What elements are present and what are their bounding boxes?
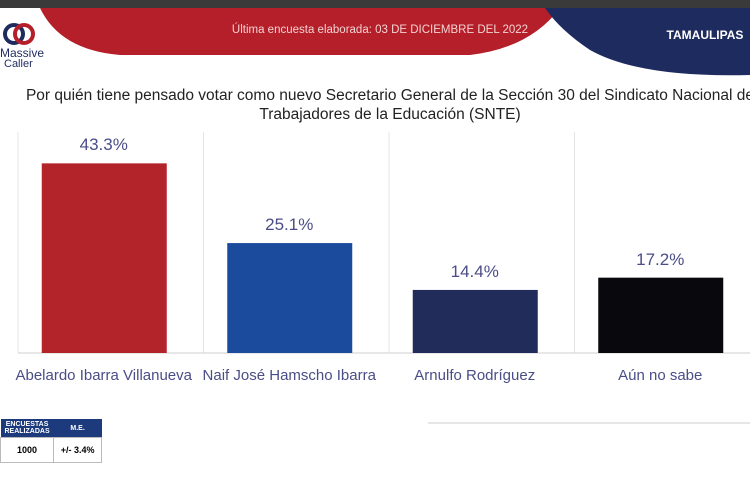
logo-line: Massive bbox=[0, 46, 45, 60]
category-label: Aún no sabe bbox=[618, 367, 703, 384]
value-label: 14.4% bbox=[450, 261, 499, 281]
value-label: 17.2% bbox=[636, 249, 685, 269]
value-label: 25.1% bbox=[265, 215, 314, 235]
logo-text: Massive Caller bbox=[0, 46, 45, 70]
survey-note: Última encuesta elaborada: 03 DE DICIEMB… bbox=[231, 24, 529, 36]
category-label: Naif José Hamscho Ibarra bbox=[202, 367, 376, 384]
category-label: Abelardo Ibarra Villanueva bbox=[15, 367, 192, 384]
red-banner bbox=[40, 8, 560, 55]
category-label: Arnulfo Rodríguez bbox=[414, 367, 536, 384]
survey-table: ENCUESTAS REALIZADAS M.E. 1000 +/- 3.4% bbox=[0, 419, 103, 463]
value-label: 43.3% bbox=[79, 135, 128, 155]
table-header: ENCUESTAS REALIZADAS bbox=[0, 419, 54, 438]
chart-title: Por quién tiene pensado votar como nuevo… bbox=[25, 87, 750, 123]
navy-banner bbox=[545, 8, 750, 76]
logo-line: Caller bbox=[4, 58, 33, 70]
logo-icon bbox=[3, 23, 25, 45]
region: TAMAULIPAS bbox=[666, 28, 744, 42]
bar bbox=[412, 289, 538, 353]
bar bbox=[598, 277, 724, 353]
bar bbox=[227, 243, 353, 353]
table-cell: 1000 bbox=[0, 437, 55, 463]
top-strip bbox=[0, 0, 750, 8]
bar bbox=[41, 163, 167, 353]
logo-icon bbox=[13, 23, 35, 45]
table-cell: +/- 3.4% bbox=[53, 437, 103, 463]
table-header: M.E. bbox=[53, 419, 102, 438]
